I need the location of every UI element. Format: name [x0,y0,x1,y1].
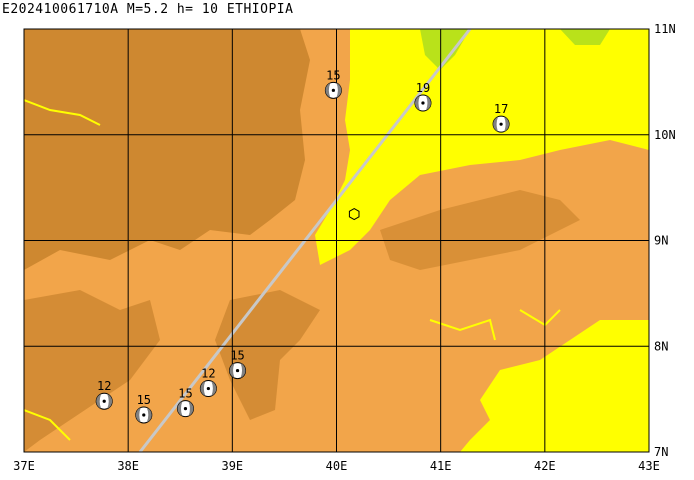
focal-mechanism-beachball: 17 [492,102,510,133]
event-depth-label: 15 [326,68,340,82]
x-tick-label: 37E [13,459,35,473]
event-depth-label: 17 [494,102,508,116]
river [24,99,561,441]
beachball-quadrant [414,95,420,111]
beachball-center-dot [206,386,210,391]
beachball-quadrant [240,363,246,378]
beachball-center-dot [142,413,146,417]
axis-labels: 37E 38E 39E 40E 41E 42E 43E 11N 10N 9N 8N 7N [13,22,676,473]
highland-dark-area-4 [380,190,580,270]
beachball-center-dot [331,88,335,92]
focal-mechanism-beachball: 19 [414,81,432,112]
beachball-quadrant [135,407,141,423]
beachball-quadrant [200,381,206,396]
map-frame [23,28,650,453]
x-tick-label: 39E [221,459,243,473]
x-tick-label: 42E [534,459,556,473]
east-lowland [460,320,649,452]
green-patch-2 [560,29,610,45]
y-tick-label: 7N [654,445,668,459]
focal-mechanism-beachball: 12 [95,379,113,410]
event-depth-label: 15 [178,387,192,401]
graticule [24,29,649,452]
focal-mechanism-beachball: 15 [176,387,194,418]
beachball-quadrant [96,393,102,409]
event-depth-label: 15 [230,349,244,363]
event-depth-label: 12 [201,367,215,381]
beachball-quadrant [493,116,499,132]
beachball-quadrant [146,407,152,423]
highland-dark-area [24,29,310,270]
beachball-quadrant [425,95,431,111]
map-title: E202410061710A M=5.2 h= 10 ETHIOPIA [2,2,294,17]
event-depth-label: 12 [97,379,111,393]
focal-mechanism-beachball: 15 [135,393,153,424]
beachball-center-dot [102,399,106,403]
y-tick-label: 8N [654,339,668,353]
event-markers: 15 19 17 15 12 12 15 15 [95,68,510,424]
event-depth-label: 15 [137,393,151,407]
beachball-center-dot [235,368,240,373]
beachball-quadrant [229,363,235,378]
y-tick-label: 9N [654,234,668,248]
beachball-quadrant [188,401,194,417]
y-tick-label: 10N [654,128,676,142]
y-tick-label: 11N [654,22,676,36]
beachball-quadrant [336,82,342,98]
afar-lowland [315,29,649,265]
focal-mechanism-beachball: 15 [324,68,342,99]
highland-dark-area-2 [24,290,160,452]
beachball-quadrant [107,393,113,409]
x-tick-label: 43E [638,459,660,473]
beachball-quadrant [177,401,183,417]
focal-mechanism-beachball: 15 [229,349,247,380]
beachball-center-dot [183,407,188,411]
event-depth-label: 19 [416,81,430,95]
green-patch [420,29,470,70]
beachball-quadrant [211,381,217,396]
beachball-center-dot [421,101,425,105]
beachball-quadrant [504,116,510,132]
beachball-center-dot [499,122,503,126]
hexagon-icon [348,208,360,221]
beachball-quadrant [325,82,331,98]
x-tick-label: 40E [326,459,348,473]
x-tick-label: 38E [117,459,139,473]
focal-mechanism-beachball: 12 [199,367,217,398]
epicenter-marker [348,208,360,221]
x-tick-label: 41E [430,459,452,473]
